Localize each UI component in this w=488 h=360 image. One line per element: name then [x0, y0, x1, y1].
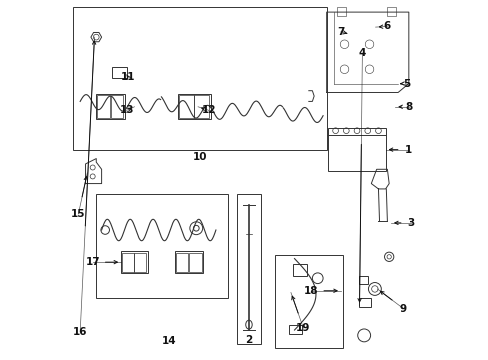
- Bar: [288, 325, 301, 334]
- Bar: [97, 95, 110, 118]
- Text: 9: 9: [399, 303, 406, 314]
- Text: 7: 7: [337, 27, 344, 37]
- Text: 8: 8: [405, 102, 411, 112]
- Text: 17: 17: [85, 257, 100, 267]
- Text: 15: 15: [71, 209, 85, 219]
- Bar: [112, 67, 126, 78]
- Text: 4: 4: [358, 48, 366, 58]
- Text: 13: 13: [119, 105, 134, 115]
- Text: 19: 19: [296, 323, 310, 333]
- Bar: [178, 94, 210, 119]
- Bar: [134, 252, 145, 272]
- Text: 16: 16: [73, 327, 87, 337]
- Bar: [122, 252, 134, 272]
- Bar: [179, 95, 193, 118]
- Text: 5: 5: [403, 78, 410, 89]
- Text: 6: 6: [383, 21, 390, 31]
- Text: 14: 14: [162, 337, 177, 346]
- Text: 1: 1: [405, 145, 411, 155]
- Bar: [176, 252, 188, 272]
- Text: 3: 3: [406, 218, 413, 228]
- Text: 18: 18: [303, 286, 317, 296]
- Bar: [386, 7, 395, 16]
- Bar: [110, 95, 123, 118]
- Bar: [121, 251, 148, 273]
- Bar: [194, 95, 208, 118]
- Bar: [292, 264, 306, 276]
- Text: 11: 11: [121, 72, 135, 82]
- Text: 10: 10: [192, 152, 207, 162]
- Bar: [175, 251, 203, 273]
- Bar: [358, 276, 367, 284]
- Bar: [328, 128, 385, 171]
- Bar: [358, 298, 370, 307]
- Bar: [189, 252, 201, 272]
- Bar: [337, 7, 346, 16]
- Bar: [96, 94, 124, 119]
- Text: 12: 12: [201, 105, 216, 115]
- Text: 2: 2: [245, 335, 252, 345]
